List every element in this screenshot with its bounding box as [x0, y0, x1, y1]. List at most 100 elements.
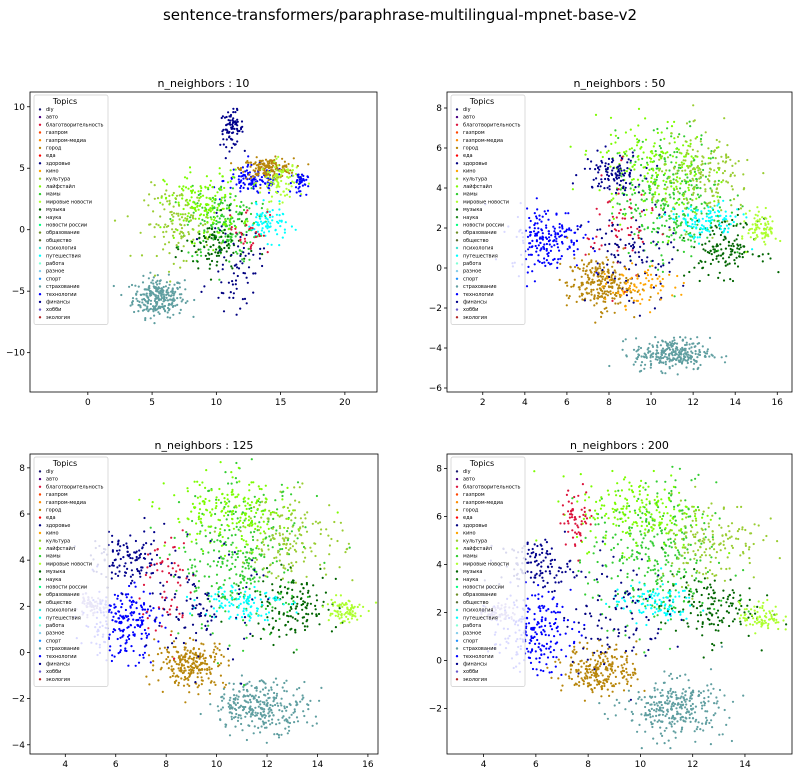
point-страхование: [706, 348, 710, 351]
point-путешествия: [254, 201, 257, 204]
point-путешествия: [696, 236, 699, 239]
point-путешествия: [718, 224, 721, 227]
point-страхование: [694, 352, 697, 355]
point-лайфстайл: [720, 181, 723, 184]
point-культура: [692, 179, 695, 182]
point-город: [285, 165, 288, 168]
point-музыка: [239, 253, 242, 256]
point-путешествия: [694, 220, 697, 223]
point-мамы: [229, 594, 232, 597]
point-страхование: [234, 697, 237, 700]
point-финансы: [619, 179, 623, 182]
point-лайфстайл: [193, 480, 196, 483]
point-культура: [730, 204, 733, 207]
point-культура: [691, 193, 695, 196]
point-путешествия: [259, 220, 263, 223]
point-мамы: [245, 561, 249, 564]
point-музыка: [191, 240, 194, 243]
point-здоровье: [228, 209, 231, 212]
point-лайфстайл: [198, 512, 201, 515]
point-страхование: [679, 358, 682, 361]
point-лайфстайл: [610, 199, 613, 202]
point-музыка: [719, 254, 723, 257]
point-страхование: [668, 367, 671, 370]
point-страхование: [672, 342, 675, 346]
point-страхование: [632, 348, 636, 351]
point-страхование: [157, 305, 160, 308]
point-лайфстайл: [215, 505, 218, 508]
point-мамы: [717, 179, 721, 182]
point-финансы: [606, 186, 609, 189]
point-страхование: [235, 712, 238, 716]
point-мамы: [227, 537, 230, 540]
point-страхование: [293, 708, 296, 711]
point-мамы: [229, 217, 232, 220]
point-мамы: [222, 241, 225, 244]
point-мировые новости: [288, 195, 291, 198]
point-музыка: [724, 264, 727, 267]
point-город: [565, 281, 569, 284]
point-технологии: [531, 239, 534, 242]
point-город: [178, 655, 181, 658]
point-музыка: [177, 248, 180, 251]
point-путешествия: [707, 216, 711, 219]
point-страхование: [655, 355, 658, 358]
point-технологии: [252, 185, 255, 188]
point-финансы: [631, 151, 634, 154]
point-город: [170, 630, 173, 633]
legend-marker: [38, 262, 42, 265]
point-культура: [143, 199, 146, 202]
point-технологии: [535, 217, 539, 220]
point-музыка: [214, 236, 218, 239]
point-мамы: [245, 581, 248, 585]
point-технологии: [543, 243, 546, 246]
point-путешествия: [697, 242, 701, 245]
point-культура: [687, 201, 690, 204]
point-мировые новости: [754, 213, 757, 216]
point-страхование: [263, 716, 266, 719]
point-путешествия: [268, 210, 271, 213]
point-город: [588, 261, 591, 264]
point-кино: [635, 299, 638, 302]
point-мамы: [682, 213, 686, 216]
point-путешествия: [702, 225, 705, 228]
point-технологии: [239, 190, 242, 193]
legend-item-label: страхование: [46, 284, 80, 290]
point-технологии: [149, 661, 152, 664]
point-мамы: [693, 207, 696, 210]
point-музыка: [777, 271, 780, 274]
point-страхование: [150, 281, 153, 284]
point-мамы: [187, 251, 190, 254]
point-лайфстайл: [204, 186, 207, 189]
point-путешествия: [710, 215, 713, 218]
point-страхование: [160, 287, 163, 290]
point-кино: [642, 289, 646, 292]
point-мамы: [228, 510, 231, 513]
point-страхование: [209, 703, 212, 706]
point-страхование: [157, 311, 160, 314]
point-страхование: [290, 713, 293, 716]
legend-marker: [455, 162, 459, 165]
point-технологии: [140, 606, 143, 609]
point-лайфстайл: [214, 194, 217, 197]
point-мамы: [239, 581, 242, 584]
point-финансы: [230, 146, 233, 149]
point-страхование: [156, 301, 159, 304]
point-здоровье: [223, 256, 226, 259]
point-путешествия: [684, 218, 687, 221]
point-музыка: [717, 276, 720, 279]
point-мамы: [280, 483, 283, 486]
point-мамы: [187, 568, 190, 571]
point-лайфстайл: [209, 197, 212, 200]
point-культура: [184, 204, 187, 207]
point-мамы: [249, 241, 252, 244]
legend-marker: [455, 277, 459, 280]
point-город: [599, 267, 602, 270]
point-путешествия: [695, 209, 698, 212]
point-город: [599, 280, 602, 283]
legend-marker: [38, 223, 42, 227]
point-технологии: [143, 651, 146, 654]
point-лайфстайл: [253, 183, 256, 186]
point-культура: [152, 210, 155, 213]
point-кино: [636, 277, 639, 280]
